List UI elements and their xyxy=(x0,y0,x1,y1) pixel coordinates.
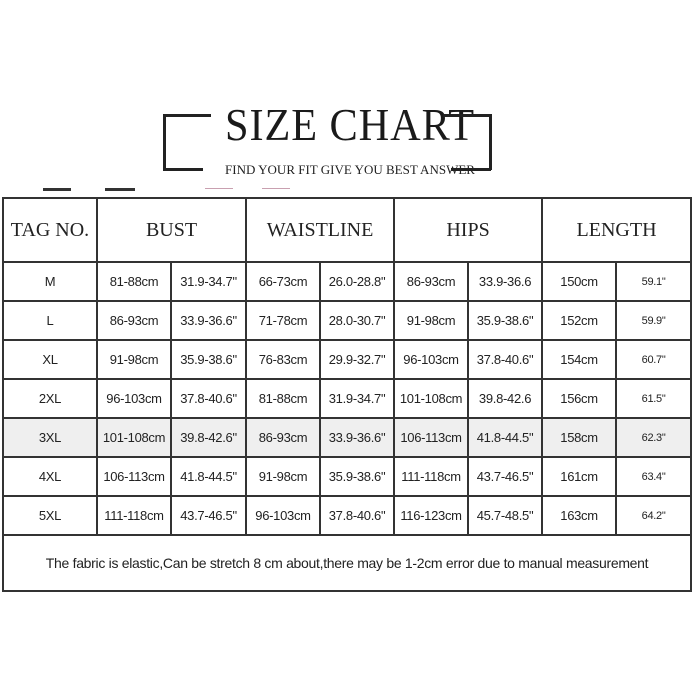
measurement-cell: 37.8-40.6" xyxy=(170,378,247,419)
header-row: TAG NO. BUST WAISTLINE HIPS LENGTH xyxy=(2,197,693,263)
bracket-decoration xyxy=(443,114,491,117)
measurement-cell: 96-103cm xyxy=(96,378,172,419)
subtitle: FIND YOUR FIT GIVE YOU BEST ANSWER xyxy=(225,162,475,177)
measurement-cell: 28.0-30.7" xyxy=(318,300,396,341)
measurement-cell: 62.3" xyxy=(615,417,693,458)
measurement-cell: 41.8-44.5" xyxy=(170,456,247,497)
measurement-cell: 86-93cm xyxy=(393,261,470,302)
measurement-cell: 106-113cm xyxy=(393,417,470,458)
measurement-cell: 66-73cm xyxy=(245,261,321,302)
measurement-cell: 26.0-28.8" xyxy=(318,261,396,302)
table-row: L 86-93cm 33.9-36.6" 71-78cm 28.0-30.7" 91-98… xyxy=(2,300,693,341)
measurement-cell: 91-98cm xyxy=(96,339,172,380)
measurement-cell: 101-108cm xyxy=(96,417,172,458)
measurement-cell: 63.4" xyxy=(615,456,693,497)
measurement-cell: 86-93cm xyxy=(245,417,321,458)
decorative-dash xyxy=(105,188,135,191)
measurement-cell: 60.7" xyxy=(615,339,693,380)
header-tag: TAG NO. xyxy=(2,197,98,263)
table-row: 4XL 106-113cm 41.8-44.5" 91-98cm 35.9-38.6" 1… xyxy=(2,456,693,497)
measurement-cell: 37.8-40.6" xyxy=(318,495,396,536)
size-tag: L xyxy=(2,300,98,341)
table-row: XL 91-98cm 35.9-38.6" 76-83cm 29.9-32.7" 96-1… xyxy=(2,339,693,380)
measurement-cell: 41.8-44.5" xyxy=(467,417,544,458)
measurement-cell: 111-118cm xyxy=(96,495,172,536)
measurement-cell: 31.9-34.7" xyxy=(318,378,396,419)
measurement-cell: 81-88cm xyxy=(96,261,172,302)
measurement-cell: 101-108cm xyxy=(393,378,470,419)
size-chart-table: TAG NO. BUST WAISTLINE HIPS LENGTH M 81-8… xyxy=(1,197,693,592)
footnote-row: The fabric is elastic,Can be stretch 8 c… xyxy=(1,534,693,592)
size-tag: XL xyxy=(2,339,98,380)
measurement-cell: 76-83cm xyxy=(245,339,321,380)
measurement-cell: 81-88cm xyxy=(245,378,321,419)
bracket-decoration xyxy=(489,114,492,170)
header-hips: HIPS xyxy=(393,197,544,263)
decorative-dash xyxy=(43,188,71,191)
table-row: 2XL 96-103cm 37.8-40.6" 81-88cm 31.9-34.7" 10… xyxy=(2,378,693,419)
size-tag: 3XL xyxy=(2,417,98,458)
measurement-cell: 35.9-38.6" xyxy=(318,456,396,497)
measurement-cell: 152cm xyxy=(541,300,618,341)
measurement-cell: 163cm xyxy=(541,495,618,536)
decorative-dash xyxy=(205,188,233,189)
measurement-cell: 96-103cm xyxy=(393,339,470,380)
measurement-cell: 161cm xyxy=(541,456,618,497)
measurement-cell: 33.9-36.6" xyxy=(318,417,396,458)
measurement-cell: 156cm xyxy=(541,378,618,419)
measurement-cell: 37.8-40.6" xyxy=(467,339,544,380)
measurement-cell: 33.9-36.6" xyxy=(170,300,247,341)
bracket-decoration xyxy=(163,168,203,171)
measurement-cell: 59.9" xyxy=(615,300,693,341)
size-tag: 4XL xyxy=(2,456,98,497)
measurement-cell: 111-118cm xyxy=(393,456,470,497)
measurement-cell: 86-93cm xyxy=(96,300,172,341)
measurement-cell: 91-98cm xyxy=(393,300,470,341)
size-tag: 2XL xyxy=(2,378,98,419)
header-bust: BUST xyxy=(96,197,247,263)
header-length: LENGTH xyxy=(541,197,693,263)
table-row: 3XL 101-108cm 39.8-42.6" 86-93cm 33.9-36.6" 1… xyxy=(2,417,693,458)
measurement-cell: 43.7-46.5" xyxy=(170,495,247,536)
measurement-cell: 96-103cm xyxy=(245,495,321,536)
size-tag: M xyxy=(2,261,98,302)
measurement-cell: 71-78cm xyxy=(245,300,321,341)
size-tag: 5XL xyxy=(2,495,98,536)
table-row: M 81-88cm 31.9-34.7" 66-73cm 26.0-28.8" 86-93… xyxy=(2,261,693,302)
footnote: The fabric is elastic,Can be stretch 8 c… xyxy=(1,534,693,592)
measurement-cell: 35.9-38.6" xyxy=(170,339,247,380)
measurement-cell: 64.2" xyxy=(615,495,693,536)
measurement-cell: 39.8-42.6 xyxy=(467,378,544,419)
decorative-dash xyxy=(262,188,290,189)
header-waistline: WAISTLINE xyxy=(244,197,396,263)
bracket-decoration xyxy=(451,168,491,171)
measurement-cell: 106-113cm xyxy=(96,456,172,497)
measurement-cell: 154cm xyxy=(541,339,618,380)
measurement-cell: 45.7-48.5" xyxy=(467,495,544,536)
bracket-decoration xyxy=(163,114,166,170)
measurement-cell: 35.9-38.6" xyxy=(467,300,544,341)
measurement-cell: 33.9-36.6 xyxy=(467,261,544,302)
measurement-cell: 29.9-32.7" xyxy=(318,339,396,380)
measurement-cell: 150cm xyxy=(541,261,618,302)
measurement-cell: 39.8-42.6" xyxy=(170,417,247,458)
measurement-cell: 31.9-34.7" xyxy=(170,261,247,302)
measurement-cell: 116-123cm xyxy=(393,495,470,536)
measurement-cell: 158cm xyxy=(541,417,618,458)
measurement-cell: 59.1" xyxy=(615,261,693,302)
measurement-cell: 43.7-46.5" xyxy=(467,456,544,497)
bracket-decoration xyxy=(163,114,211,117)
page-title: SIZE CHART xyxy=(224,99,476,150)
table-row: 5XL 111-118cm 43.7-46.5" 96-103cm 37.8-40.6"… xyxy=(2,495,693,536)
measurement-cell: 91-98cm xyxy=(245,456,321,497)
measurement-cell: 61.5" xyxy=(615,378,693,419)
